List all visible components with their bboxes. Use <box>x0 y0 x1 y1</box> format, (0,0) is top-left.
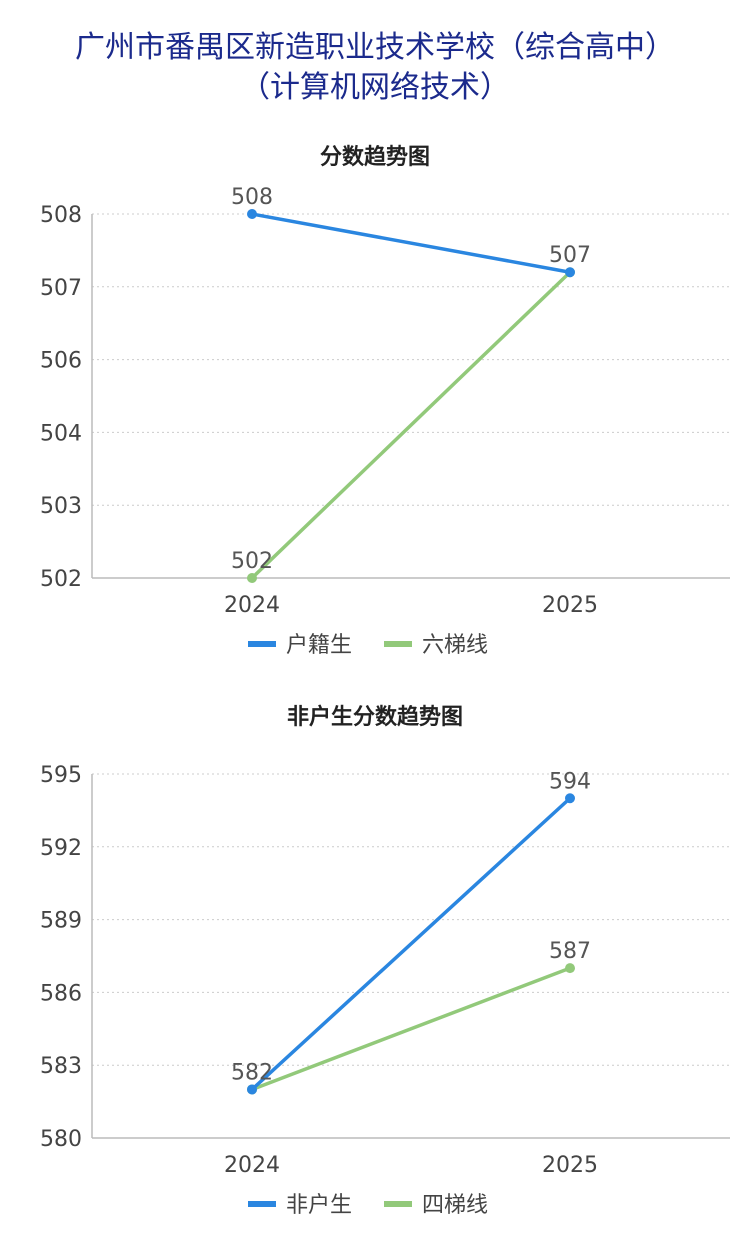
series-line <box>250 270 572 580</box>
y-tick-label: 592 <box>40 836 82 861</box>
data-label: 508 <box>231 185 273 210</box>
data-label: 502 <box>231 549 273 574</box>
y-tick-label: 589 <box>40 909 82 934</box>
legend-label: 六梯线 <box>422 633 488 658</box>
y-tick-label: 586 <box>40 981 82 1006</box>
x-tick-label: 2024 <box>224 1153 280 1178</box>
y-tick-label: 580 <box>40 1127 82 1152</box>
page-title-line-2: （计算机网络技术） <box>240 70 510 105</box>
page-title-line-1: 广州市番禺区新造职业技术学校（综合高中） <box>75 30 675 65</box>
y-tick-label: 507 <box>40 276 82 301</box>
x-tick-label: 2025 <box>542 593 598 618</box>
score-trend-chart: 分数趋势图 502 503 504 506 507 508 2024 2025 508 507 502… <box>40 144 730 658</box>
series-line <box>250 796 572 1092</box>
x-tick-label: 2024 <box>224 593 280 618</box>
data-point <box>247 209 257 219</box>
y-tick-label: 595 <box>40 763 82 788</box>
chart-title: 分数趋势图 <box>320 144 430 170</box>
y-tick-label: 503 <box>40 494 82 519</box>
series-line <box>250 212 572 274</box>
y-tick-label: 504 <box>40 421 82 446</box>
y-tick-label: 583 <box>40 1054 82 1079</box>
x-tick-label: 2025 <box>542 1153 598 1178</box>
data-point <box>565 267 575 278</box>
data-point <box>565 963 575 974</box>
legend-label: 四梯线 <box>422 1193 488 1218</box>
data-point <box>247 1084 257 1095</box>
data-label: 594 <box>549 769 591 794</box>
chart-title: 非户生分数趋势图 <box>287 704 463 730</box>
legend-label: 非户生 <box>286 1193 352 1218</box>
y-tick-label: 506 <box>40 349 82 374</box>
data-point <box>565 793 575 804</box>
data-point <box>247 573 257 583</box>
non-local-score-trend-chart: 非户生分数趋势图 580 583 586 589 592 595 2024 2025 582 594… <box>40 704 730 1218</box>
y-tick-label: 508 <box>40 203 82 228</box>
data-label: 587 <box>549 939 591 964</box>
data-label: 507 <box>549 243 591 268</box>
series-line <box>250 966 572 1092</box>
data-label: 582 <box>231 1060 273 1085</box>
y-tick-label: 502 <box>40 567 82 592</box>
legend-label: 户籍生 <box>286 633 352 658</box>
